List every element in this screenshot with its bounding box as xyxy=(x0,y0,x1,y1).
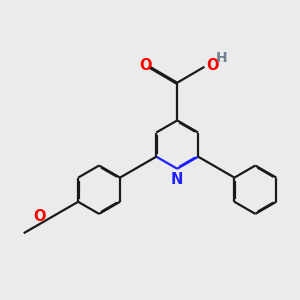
Text: N: N xyxy=(171,172,183,187)
Text: O: O xyxy=(140,58,152,74)
Text: H: H xyxy=(216,51,228,64)
Text: O: O xyxy=(206,58,219,74)
Text: O: O xyxy=(34,209,46,224)
